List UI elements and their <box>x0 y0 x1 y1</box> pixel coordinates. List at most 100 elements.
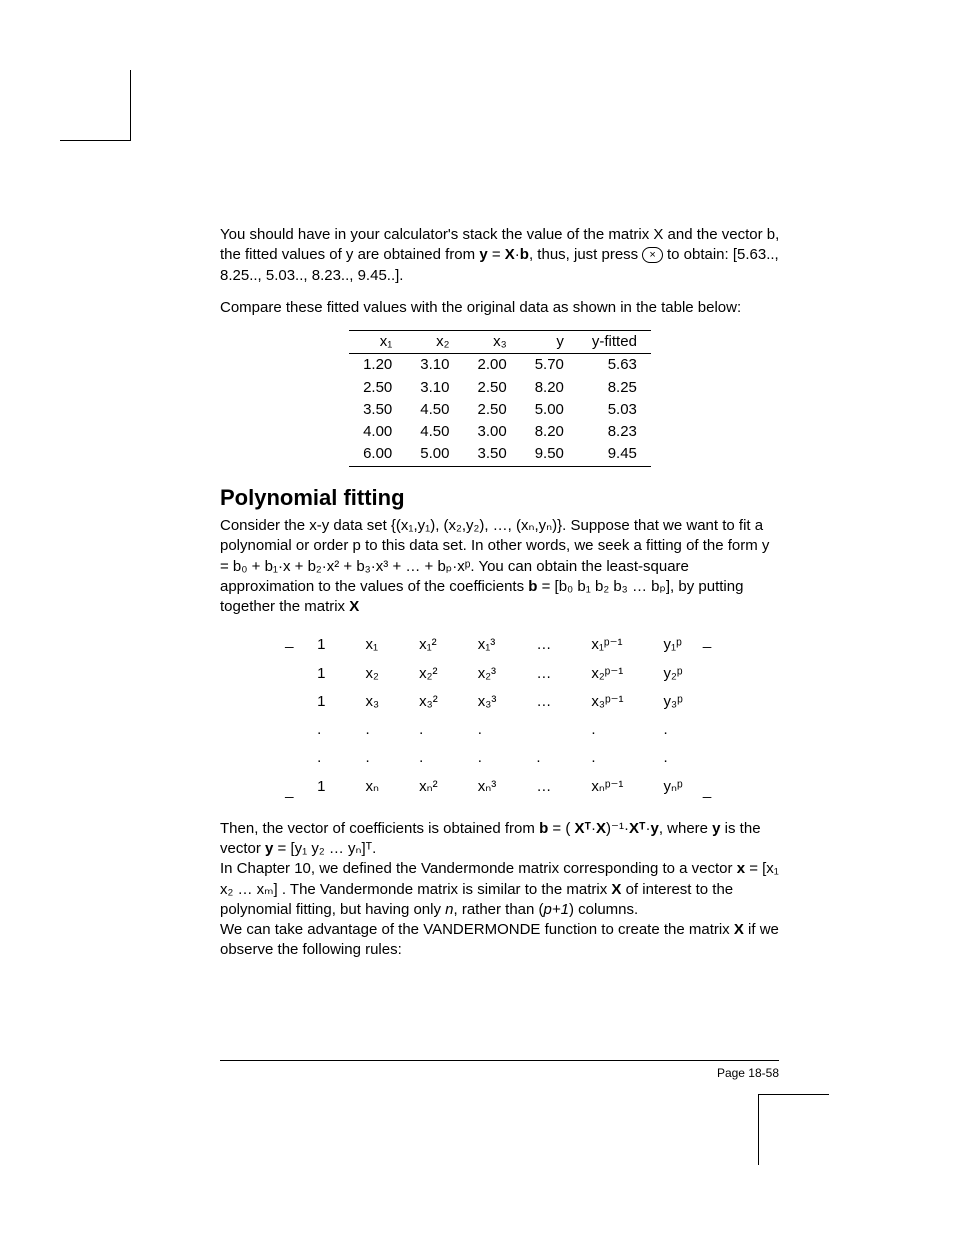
matrix-cell: 1 <box>297 660 345 688</box>
table-cell: 9.45 <box>578 443 651 466</box>
matrix-cell: xₙᵖ⁻¹ <box>571 773 643 801</box>
bold-x: x <box>737 860 745 877</box>
section-heading: Polynomial fitting <box>220 483 780 513</box>
table-header-cell: x₃ <box>463 331 520 354</box>
matrix-cell: 1 <box>297 773 345 801</box>
table-cell: 8.20 <box>521 421 578 443</box>
bold-x: X <box>596 820 606 837</box>
table-cell: 4.50 <box>406 399 463 421</box>
bold-b: b <box>528 578 537 595</box>
matrix-cell: . <box>644 716 703 744</box>
table-cell: 6.00 <box>349 443 406 466</box>
matrix-cell: . <box>516 744 571 772</box>
matrix-cell: x₂² <box>399 660 458 688</box>
table-header-cell: x₂ <box>406 331 463 354</box>
table-cell: 5.03 <box>578 399 651 421</box>
text: )⁻¹· <box>606 820 629 837</box>
table-header-cell: y-fitted <box>578 331 651 354</box>
matrix-cell: x₁³ <box>458 631 517 659</box>
table-row: 2.503.102.508.208.25 <box>349 377 651 399</box>
text: = ( <box>552 820 570 837</box>
matrix-cell: yₙᵖ <box>644 773 703 801</box>
table-header-row: x₁x₂x₃yy-fitted <box>349 331 651 354</box>
table-row: 4.004.503.008.208.23 <box>349 421 651 443</box>
matrix-cell: x₁² <box>399 631 458 659</box>
matrix-cell: xₙ² <box>399 773 458 801</box>
matrix-cell: x₂³ <box>458 660 517 688</box>
matrix-cell: . <box>297 716 345 744</box>
matrix-left-bracket: __ <box>285 631 297 801</box>
text: In Chapter 10, we defined the Vandermond… <box>220 860 737 877</box>
table-cell: 2.00 <box>463 354 520 377</box>
intro-paragraph-2: Compare these fitted values with the ori… <box>220 298 780 318</box>
matrix-row: 1xₙxₙ²xₙ³…xₙᵖ⁻¹yₙᵖ <box>297 773 703 801</box>
bold-y: y <box>650 820 658 837</box>
bold-x: X <box>734 921 744 938</box>
matrix-row: 1x₁x₁²x₁³…x₁ᵖ⁻¹y₁ᵖ <box>297 631 703 659</box>
crop-mark-br <box>758 1094 829 1165</box>
bold-xt: Xᵀ <box>629 820 646 837</box>
matrix-cell: x₃ <box>346 688 400 716</box>
footer-rule <box>220 1060 779 1061</box>
table-header-cell: x₁ <box>349 331 406 354</box>
matrix-cell: . <box>399 744 458 772</box>
table-cell: 4.50 <box>406 421 463 443</box>
table-cell: 5.00 <box>521 399 578 421</box>
matrix-cell: x₃² <box>399 688 458 716</box>
text: , thus, just press <box>529 246 642 263</box>
after-paragraph-2: In Chapter 10, we defined the Vandermond… <box>220 859 780 920</box>
text: , rather than ( <box>453 901 543 918</box>
table-cell: 4.00 <box>349 421 406 443</box>
table-cell: 3.50 <box>463 443 520 466</box>
bold-y: y <box>712 820 720 837</box>
matrix-cell: . <box>644 744 703 772</box>
intro-paragraph-1: You should have in your calculator's sta… <box>220 225 780 286</box>
table-cell: 5.63 <box>578 354 651 377</box>
fitted-values-table: x₁x₂x₃yy-fitted 1.203.102.005.705.632.50… <box>349 330 651 467</box>
matrix-cell: y₃ᵖ <box>644 688 703 716</box>
table-cell: 2.50 <box>463 377 520 399</box>
italic-p1: p+1 <box>544 901 569 918</box>
table-body: 1.203.102.005.705.632.503.102.508.208.25… <box>349 354 651 466</box>
matrix-cell: … <box>516 688 571 716</box>
table-cell: 3.00 <box>463 421 520 443</box>
formula-x: X <box>505 246 515 263</box>
table-cell: 8.25 <box>578 377 651 399</box>
text: , where <box>659 820 712 837</box>
matrix-cell: 1 <box>297 631 345 659</box>
table-cell: 8.20 <box>521 377 578 399</box>
matrix-cell: x₁ <box>346 631 400 659</box>
table-cell: 8.23 <box>578 421 651 443</box>
vandermonde-matrix: __ 1x₁x₁²x₁³…x₁ᵖ⁻¹y₁ᵖ1x₂x₂²x₂³…x₂ᵖ⁻¹y₂ᵖ1… <box>220 631 780 801</box>
text: ) columns. <box>569 901 638 918</box>
matrix-cell: y₂ᵖ <box>644 660 703 688</box>
table-cell: 5.70 <box>521 354 578 377</box>
matrix-cell <box>516 716 571 744</box>
table-cell: 3.10 <box>406 377 463 399</box>
table-row: 1.203.102.005.705.63 <box>349 354 651 377</box>
text: We can take advantage of the VANDERMONDE… <box>220 921 734 938</box>
bold-b: b <box>539 820 548 837</box>
table-header-cell: y <box>521 331 578 354</box>
table-row: 3.504.502.505.005.03 <box>349 399 651 421</box>
matrix-right-bracket: __ <box>703 631 715 801</box>
matrix-cell: y₁ᵖ <box>644 631 703 659</box>
crop-mark-tl <box>60 70 131 141</box>
table-cell: 2.50 <box>349 377 406 399</box>
table-cell: 3.50 <box>349 399 406 421</box>
after-paragraph-3: We can take advantage of the VANDERMONDE… <box>220 920 780 961</box>
matrix-cell: xₙ <box>346 773 400 801</box>
matrix-cell: 1 <box>297 688 345 716</box>
formula-b: b <box>520 246 529 263</box>
matrix-cell: . <box>346 716 400 744</box>
page-content: You should have in your calculator's sta… <box>220 225 780 961</box>
matrix-row: ...... <box>297 716 703 744</box>
matrix-cell: x₂ᵖ⁻¹ <box>571 660 643 688</box>
matrix-row: ....... <box>297 744 703 772</box>
matrix-cell: . <box>297 744 345 772</box>
matrix-cell: … <box>516 631 571 659</box>
table-cell: 3.10 <box>406 354 463 377</box>
bold-x: X <box>349 598 359 615</box>
matrix-cell: . <box>346 744 400 772</box>
text: Then, the vector of coefficients is obta… <box>220 820 539 837</box>
